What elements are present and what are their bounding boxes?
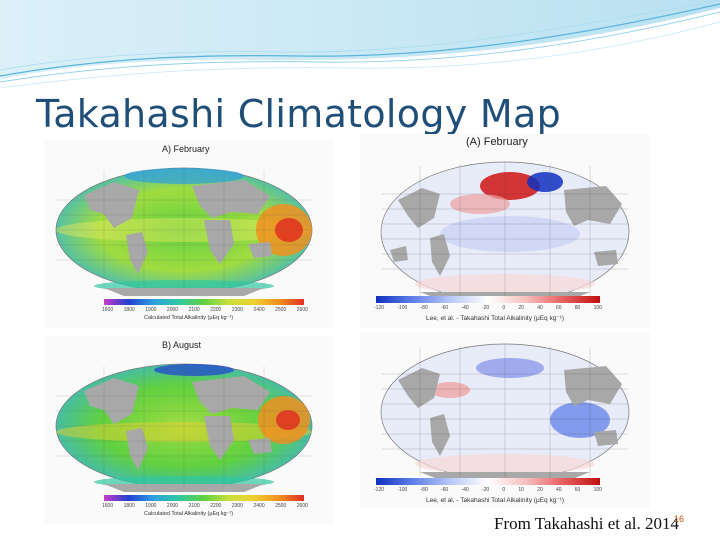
colorbar-ticks: -120 -100 -80 -60 -40 -20 0 10 20 40 60 … xyxy=(374,487,602,493)
colorbar-caption: Calculated Total Alkalinity (μEq kg⁻¹) xyxy=(144,315,234,321)
map-panel-february-difference: (A) February -120 -100 -80 -60 -40 -20 0… xyxy=(360,134,650,328)
panel-title: A) February xyxy=(162,144,210,154)
colorbar-caption: Lee, et al. - Takahashi Total Alkalinity… xyxy=(426,315,565,322)
colorbar-ticks: 1600 1800 1900 2000 2100 2200 2300 2400 … xyxy=(102,503,308,509)
panel-title: (A) February xyxy=(466,136,528,148)
colorbar-ticks: 1600 1800 1900 2000 2100 2200 2300 2400 … xyxy=(102,307,308,313)
colorbar-alkalinity xyxy=(104,495,304,501)
colorbar-caption: Calculated Total Alkalinity (μEq kg⁻¹) xyxy=(144,511,234,517)
colorbar-caption: Lee, et al. - Takahashi Total Alkalinity… xyxy=(426,497,565,504)
map-panel-august-alkalinity: B) August 1600 18 xyxy=(44,336,334,524)
world-map-alkalinity-august xyxy=(55,363,313,492)
colorbar-alkalinity xyxy=(104,299,304,305)
header-swoosh-decoration xyxy=(0,0,720,89)
colorbar-difference xyxy=(376,296,600,303)
source-citation: From Takahashi et al. 2014 xyxy=(494,514,679,533)
world-map-difference-august xyxy=(380,343,630,481)
slide-number: 16 xyxy=(674,514,685,524)
world-map-alkalinity-february xyxy=(55,167,313,296)
panel-title: B) August xyxy=(162,340,202,350)
colorbar-ticks: -120 -100 -80 -60 -40 -20 0 20 40 60 80 … xyxy=(374,305,602,311)
slide-title: Takahashi Climatology Map xyxy=(36,92,562,136)
colorbar-difference xyxy=(376,478,600,485)
map-panel-february-alkalinity: A) February 1600 xyxy=(44,140,334,328)
map-panel-august-difference: -120 -100 -80 -60 -40 -20 0 10 20 40 60 … xyxy=(360,332,650,508)
